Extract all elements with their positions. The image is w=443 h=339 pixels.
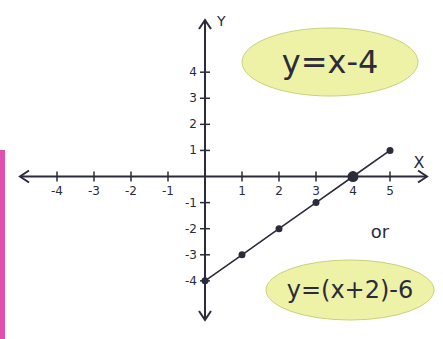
x-tick <box>56 172 58 182</box>
y-axis <box>204 20 206 320</box>
point <box>313 199 320 206</box>
x-tick-label: -2 <box>125 184 137 198</box>
x-tick-label: 1 <box>238 184 246 198</box>
y-tick <box>200 124 210 126</box>
x-tick <box>278 172 280 182</box>
x-tick-label: 2 <box>275 184 283 198</box>
y-arrow <box>199 20 211 29</box>
x-tick-label: -3 <box>88 184 100 198</box>
annotation: or <box>371 221 390 242</box>
y-tick-label: -1 <box>185 196 197 210</box>
y-tick <box>200 71 210 73</box>
y-axis-title: Y <box>216 13 226 29</box>
x-tick <box>389 172 391 182</box>
y-tick-label: -4 <box>185 274 197 288</box>
y-tick <box>200 254 210 256</box>
y-tick <box>200 98 210 100</box>
x-tick <box>130 172 132 182</box>
y-tick-label: 1 <box>189 143 197 157</box>
y-tick <box>200 228 210 230</box>
x-arrow <box>418 171 427 183</box>
point <box>276 225 283 232</box>
x-tick <box>167 172 169 182</box>
y-tick-label: -3 <box>185 248 197 262</box>
x-tick-label: 3 <box>312 184 320 198</box>
point <box>202 277 209 284</box>
y-tick <box>200 202 210 204</box>
x-tick-label: 4 <box>349 184 357 198</box>
x-tick-label: 5 <box>386 184 394 198</box>
y-arrow <box>199 311 211 320</box>
point <box>387 147 394 154</box>
x-tick <box>315 172 317 182</box>
x-tick <box>241 172 243 182</box>
x-tick-label: -1 <box>162 184 174 198</box>
chart: X Y -4 -3 -2 -1 1 2 3 4 5 -4 -3 -2 -1 1 2 3 4 y=x-4 or y=(x+2… <box>0 0 443 339</box>
y-tick-label: 3 <box>189 91 197 105</box>
highlight <box>266 260 434 320</box>
y-tick <box>200 150 210 152</box>
x-tick-label: -4 <box>51 184 63 198</box>
x-axis-title: X <box>414 153 425 172</box>
highlight <box>242 28 418 96</box>
annotation: y=(x+2)-6 <box>287 276 414 304</box>
point <box>239 251 246 258</box>
y-tick-label: -2 <box>185 222 197 236</box>
y-tick-label: 2 <box>189 117 197 131</box>
page-edge <box>0 150 5 339</box>
annotation: y=x-4 <box>282 43 379 81</box>
y-tick-label: 4 <box>189 65 197 79</box>
x-axis <box>20 176 427 178</box>
x-tick <box>93 172 95 182</box>
point <box>348 171 359 182</box>
x-arrow <box>20 171 29 183</box>
